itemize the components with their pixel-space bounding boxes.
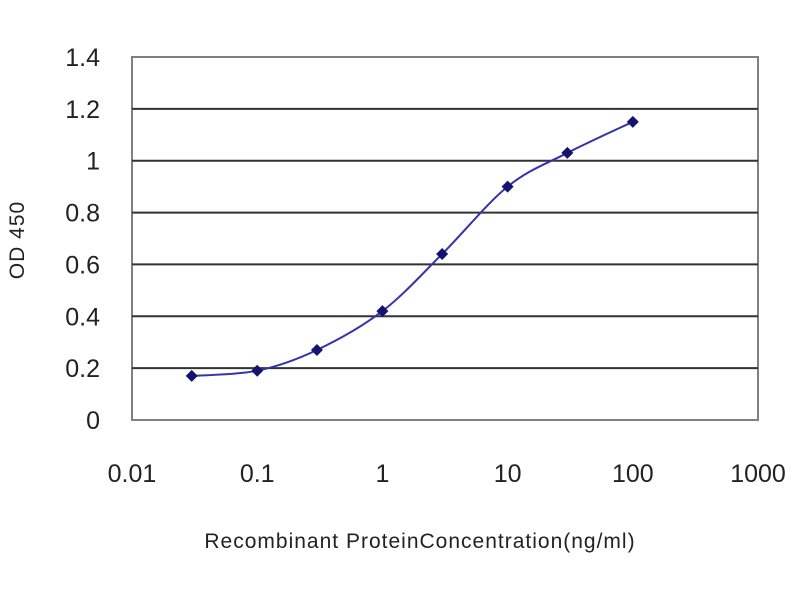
data-point-marker xyxy=(251,364,264,377)
x-tick-label: 1000 xyxy=(730,460,786,488)
x-axis-title: Recombinant ProteinConcentration(ng/ml) xyxy=(204,530,635,553)
data-point-marker xyxy=(185,369,198,382)
x-axis-ticks: 0.01 0.1 1 10 100 1000 xyxy=(108,460,786,488)
data-point-marker xyxy=(436,248,449,261)
y-tick-label: 0.4 xyxy=(65,303,100,331)
data-point-marker xyxy=(626,115,639,128)
x-tick-label: 0.1 xyxy=(240,460,275,488)
x-tick-label: 0.01 xyxy=(108,460,157,488)
y-tick-label: 1 xyxy=(86,148,100,176)
y-tick-label: 1.2 xyxy=(65,96,100,124)
data-point-marker xyxy=(376,305,389,318)
y-tick-label: 0.2 xyxy=(65,355,100,383)
y-tick-label: 0.6 xyxy=(65,251,100,279)
series-group xyxy=(185,115,639,382)
plot-area xyxy=(131,56,759,421)
gridlines xyxy=(132,107,758,370)
data-point-marker xyxy=(501,180,514,193)
y-axis-ticks: 0 0.2 0.4 0.6 0.8 1 1.2 1.4 xyxy=(65,44,100,435)
y-axis-title: OD 450 xyxy=(6,201,29,279)
y-tick-label: 0 xyxy=(86,407,100,435)
series-line xyxy=(191,120,634,377)
x-tick-label: 100 xyxy=(612,460,654,488)
data-point-marker xyxy=(561,146,574,159)
x-tick-label: 1 xyxy=(375,460,389,488)
x-tick-label: 10 xyxy=(494,460,522,488)
y-tick-label: 1.4 xyxy=(65,44,100,72)
y-tick-label: 0.8 xyxy=(65,200,100,228)
data-point-marker xyxy=(310,343,323,356)
